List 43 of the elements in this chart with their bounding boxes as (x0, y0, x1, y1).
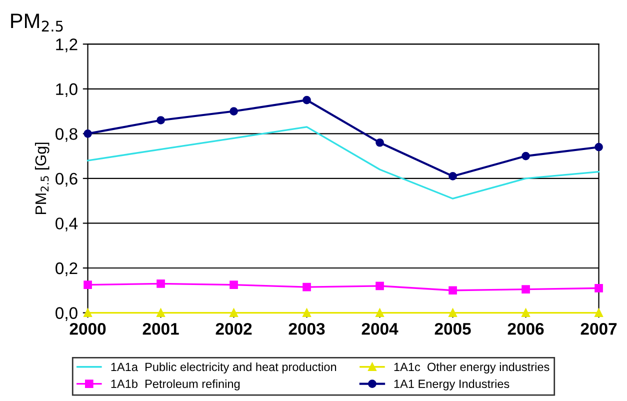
y-tick-label: 1,2 (56, 38, 78, 52)
point (156, 308, 165, 317)
point (448, 308, 457, 317)
point (376, 308, 384, 317)
line-series (86, 126, 600, 200)
point (302, 282, 311, 292)
x-tick-label: 2000 (70, 322, 106, 335)
legend-label: 1A1c Other energy industries (394, 362, 550, 374)
point (376, 282, 384, 290)
legend-label: 1A1b Petroleum refining (111, 379, 240, 390)
x-tick-label: 2003 (288, 322, 325, 335)
point (376, 138, 384, 147)
x-tick-label: 2004 (362, 322, 398, 335)
point (594, 284, 603, 292)
y-tick-label: 0,0 (56, 307, 78, 321)
y-tick-label: 0,4 (56, 218, 78, 232)
point (594, 142, 603, 152)
point (302, 308, 311, 317)
point (156, 116, 165, 124)
point (522, 285, 530, 294)
point (302, 96, 311, 104)
x-tick-label: 2001 (142, 322, 179, 335)
y-axis-title: PM$_{2.5}$ [Gg] (34, 142, 50, 214)
point (156, 280, 165, 288)
point (230, 280, 238, 289)
x-tick-label: 2002 (216, 322, 252, 335)
chart-title: PM$_{2.5}$ (11, 14, 63, 32)
x-tick-label: 2006 (508, 322, 544, 335)
point (522, 308, 530, 317)
point (448, 286, 457, 295)
point (522, 152, 530, 160)
y-tick-label: 0,8 (56, 128, 78, 142)
point (448, 172, 457, 180)
y-tick-label: 1,0 (56, 83, 78, 98)
legend-label: 1A1 Energy Industries (394, 379, 510, 390)
y-tick-label: 0,6 (56, 172, 78, 187)
point (84, 280, 92, 289)
y-tick-label: 0,2 (56, 262, 78, 276)
x-tick-label: 2007 (580, 322, 617, 335)
legend-label: 1A1a Public electricity and heat production (111, 362, 336, 374)
point (230, 107, 238, 116)
x-tick-label: 2005 (434, 322, 471, 335)
point (230, 308, 238, 317)
